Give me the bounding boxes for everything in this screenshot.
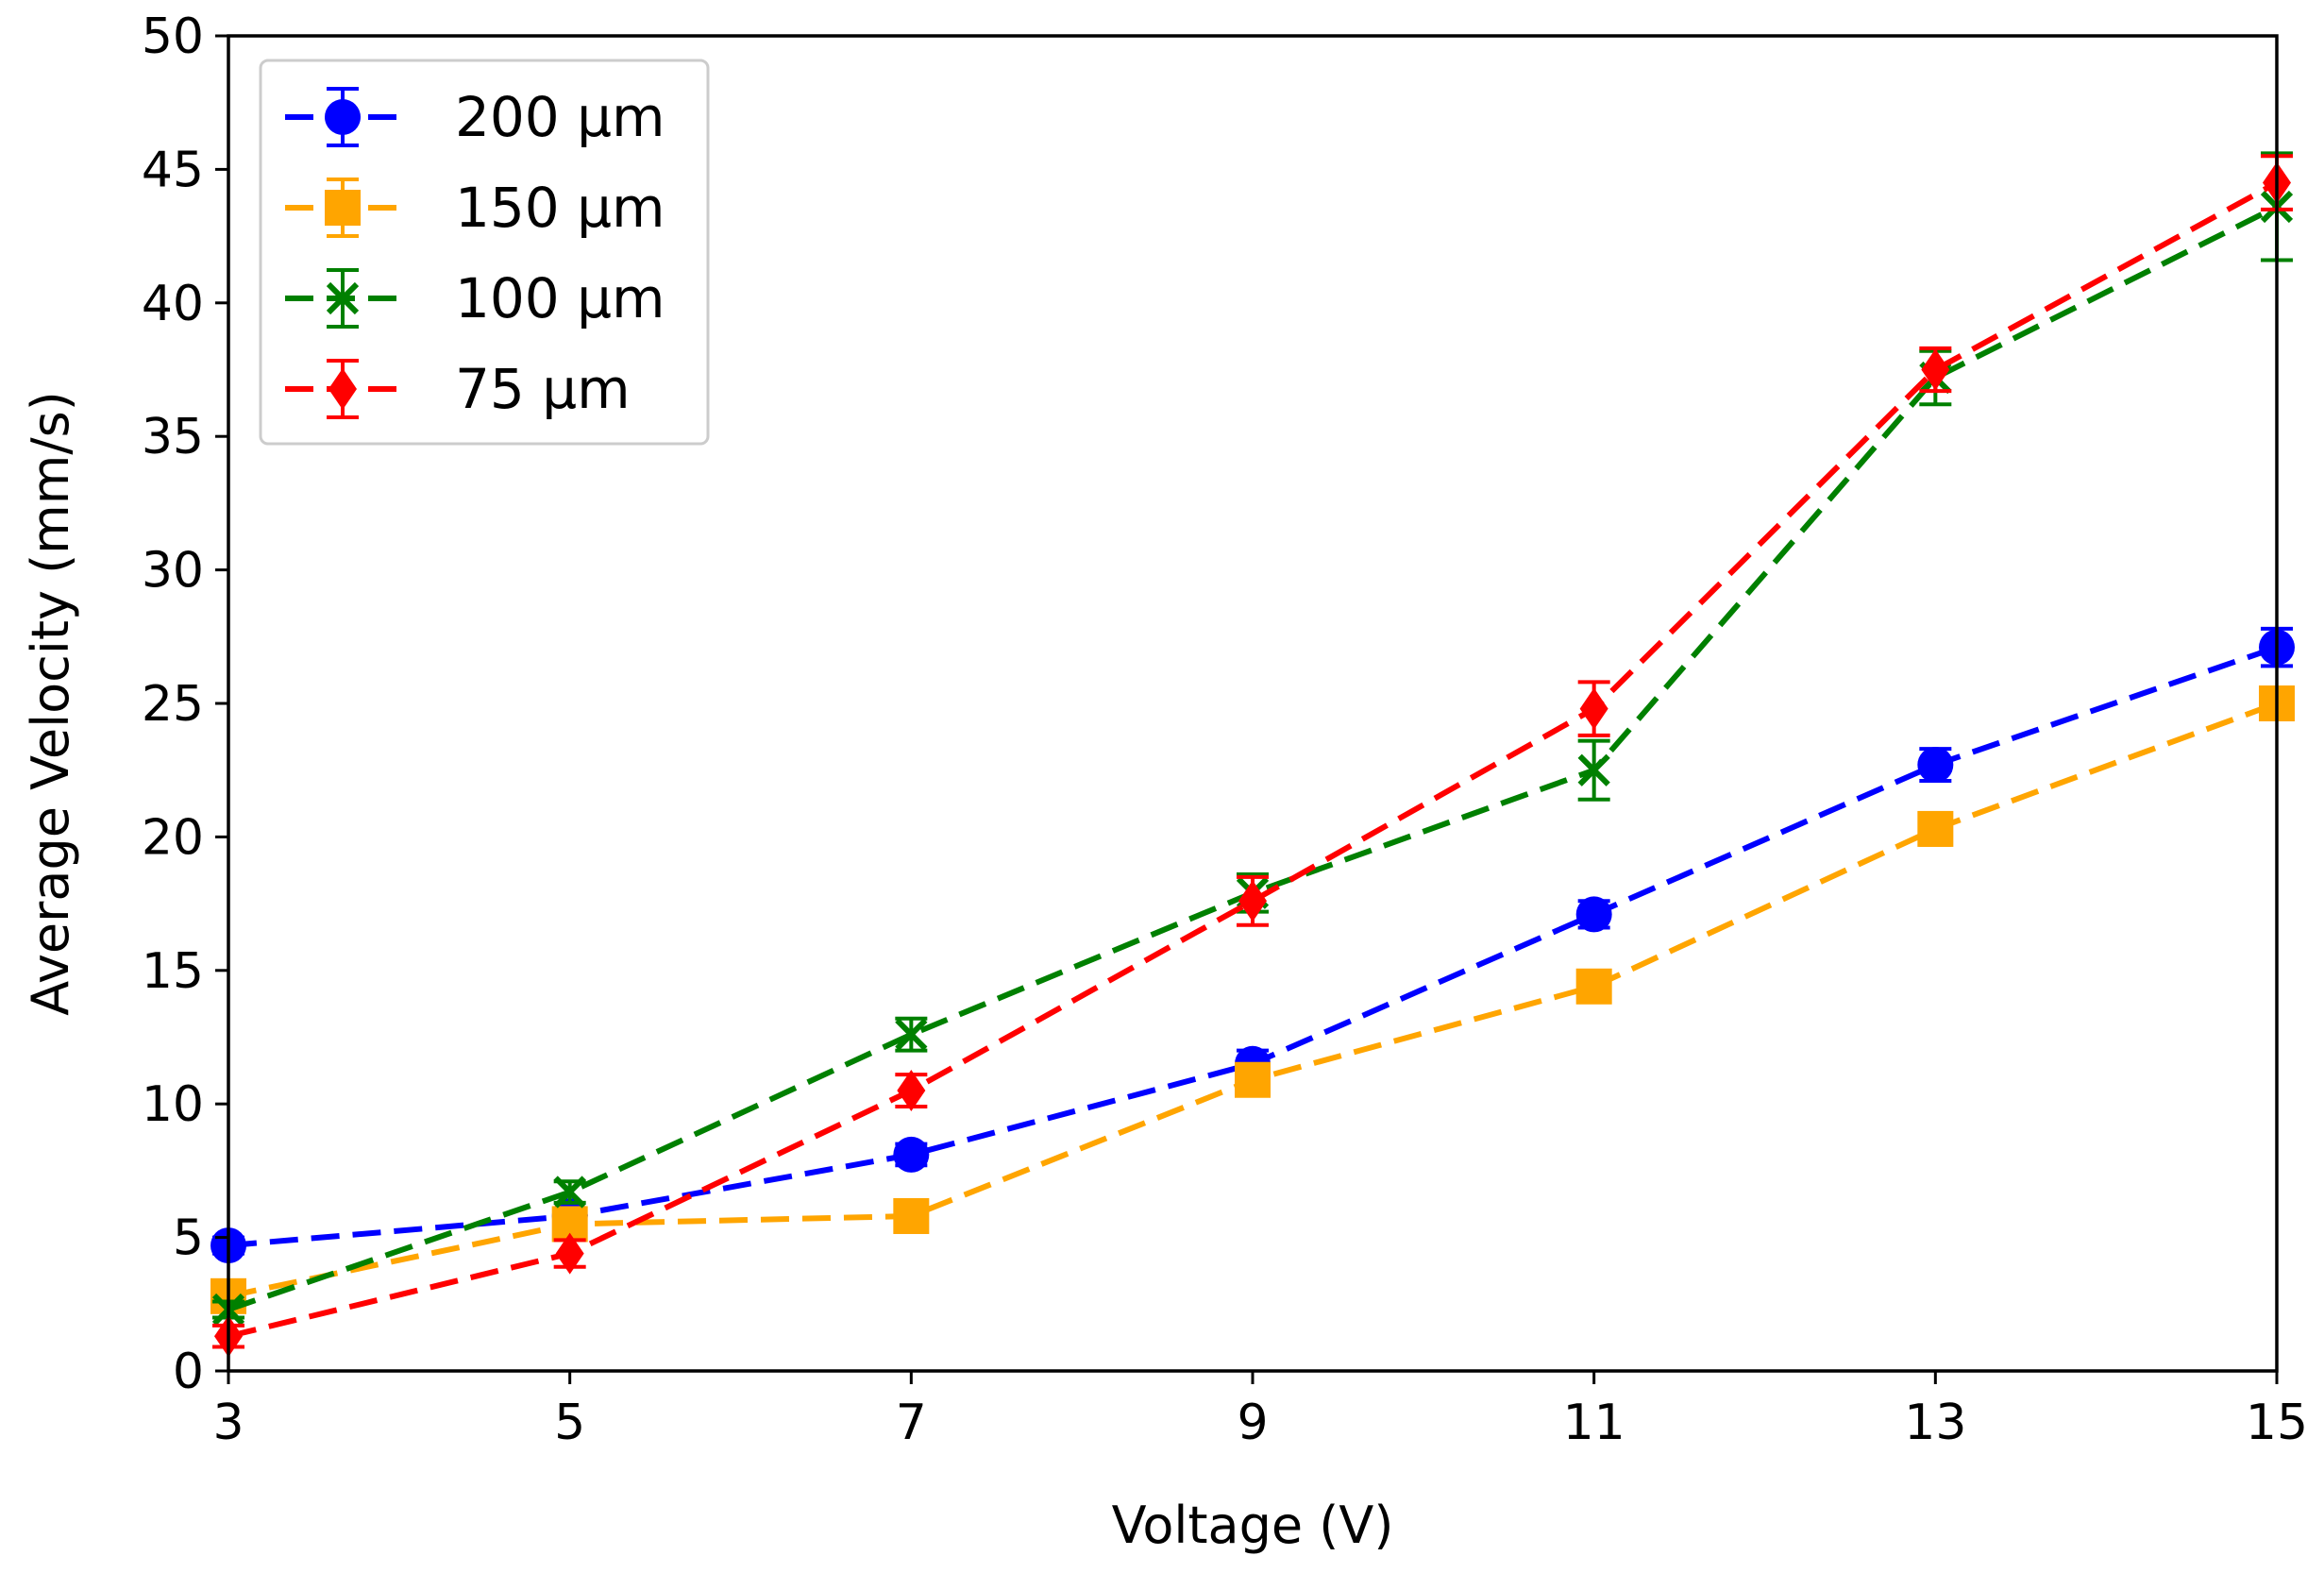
legend-box: [259, 59, 710, 446]
y-tick-label: 30: [142, 543, 204, 600]
data-point: [1917, 810, 1954, 847]
y-tick-label: 15: [142, 943, 204, 1000]
x-tick-label: 13: [1904, 1395, 1966, 1451]
legend-marker: [325, 190, 361, 226]
x-tick-label: 5: [554, 1395, 585, 1451]
data-point: [555, 1232, 584, 1275]
data-point: [1575, 968, 1612, 1005]
x-tick-label: 15: [2246, 1395, 2308, 1451]
y-tick-label: 45: [142, 142, 204, 198]
legend-label: 100 μm: [455, 266, 665, 330]
x-tick-label: 9: [1237, 1395, 1268, 1451]
y-tick-label: 20: [142, 809, 204, 866]
y-tick-label: 35: [142, 409, 204, 465]
y-tick-label: 0: [173, 1344, 204, 1400]
data-point: [1921, 348, 1950, 391]
series-0: [211, 626, 2295, 1264]
data-point: [893, 1197, 930, 1234]
y-tick-label: 25: [142, 676, 204, 733]
x-tick-label: 3: [212, 1395, 244, 1451]
series-line: [227, 701, 2279, 1299]
y-tick-label: 10: [142, 1076, 204, 1133]
series-line: [227, 644, 2278, 1249]
legend-marker: [328, 368, 357, 410]
legend-label: 150 μm: [455, 176, 665, 240]
x-tick-label: 11: [1563, 1395, 1625, 1451]
data-point: [553, 1176, 586, 1209]
legend-marker: [325, 99, 361, 135]
data-point: [897, 1070, 926, 1112]
data-point: [1575, 896, 1612, 933]
data-point: [1579, 687, 1608, 730]
data-point: [1577, 753, 1610, 786]
y-tick-label: 40: [142, 276, 204, 332]
data-point: [1238, 880, 1267, 922]
legend-label: 200 μm: [455, 85, 665, 149]
x-axis-title: Voltage (V): [1112, 1496, 1394, 1555]
data-point: [893, 1136, 930, 1173]
data-point: [1235, 1061, 1271, 1098]
legend-marker: [326, 281, 360, 315]
data-point: [895, 1018, 928, 1051]
y-tick-label: 50: [142, 8, 204, 65]
legend: 200 μm 150 μm 100 μm 75 μm: [259, 59, 710, 446]
data-point: [1917, 747, 1954, 784]
legend-label: 75 μm: [455, 357, 631, 421]
y-axis-title: Average Velocity (mm/s): [21, 391, 80, 1016]
y-tick-label: 5: [173, 1210, 204, 1267]
x-tick-label: 7: [896, 1395, 927, 1451]
